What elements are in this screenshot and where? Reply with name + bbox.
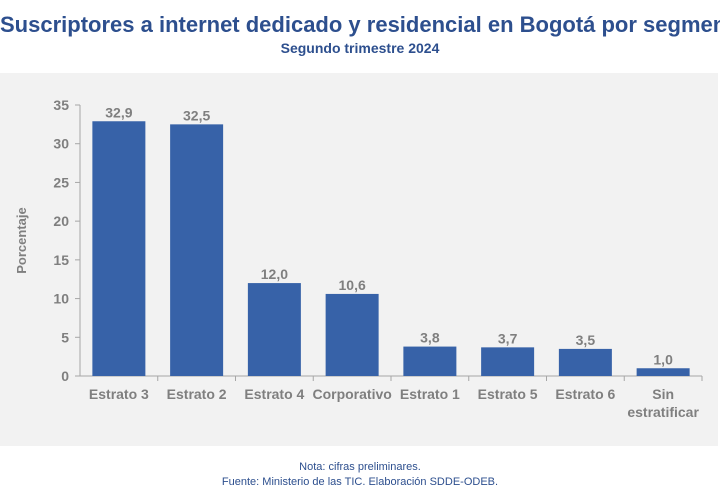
x-tick-label: Estrato 1 <box>400 386 460 402</box>
x-tick-label: Estrato 3 <box>89 386 149 402</box>
data-label: 1,0 <box>653 351 673 367</box>
x-tick-label: Estrato 2 <box>167 386 227 402</box>
chart-title: Suscriptores a internet dedicado y resid… <box>0 12 720 37</box>
bar <box>247 283 301 376</box>
y-tick-label: 20 <box>53 213 69 229</box>
x-tick-label: Estrato 6 <box>555 386 615 402</box>
bar <box>325 293 379 376</box>
y-tick-label: 30 <box>53 136 69 152</box>
data-label: 32,9 <box>105 104 132 120</box>
source-note: Fuente: Ministerio de las TIC. Elaboraci… <box>221 476 499 488</box>
data-label: 3,8 <box>420 330 440 346</box>
data-label: 3,5 <box>576 332 596 348</box>
data-label: 3,7 <box>498 330 518 346</box>
footnote: Nota: cifras preliminares. <box>299 461 421 473</box>
chart-subtitle: Segundo trimestre 2024 <box>280 40 440 56</box>
bar-chart: 0 5 10 15 20 25 30 35 Porcentaje 32,9 Estrato 3 32,… <box>14 97 703 420</box>
bar <box>170 124 224 376</box>
x-tick-label: Sin <box>652 386 674 402</box>
y-tick-label: 0 <box>61 368 69 384</box>
data-label: 10,6 <box>339 277 366 293</box>
bar <box>558 348 612 376</box>
bar <box>481 347 535 376</box>
x-tick-label: Corporativo <box>312 386 391 402</box>
x-tick-label: estratificar <box>627 404 699 420</box>
data-label: 12,0 <box>261 266 288 282</box>
y-axis-title: Porcentaje <box>14 207 29 273</box>
chart-panel: 0 5 10 15 20 25 30 35 Porcentaje 32,9 Estrato 3 32,… <box>0 73 718 446</box>
y-tick-label: 35 <box>53 97 69 113</box>
bar <box>636 368 690 376</box>
x-tick-label: Estrato 5 <box>478 386 538 402</box>
y-tick-label: 5 <box>61 329 69 345</box>
bar <box>92 121 146 376</box>
data-label: 32,5 <box>183 107 210 123</box>
x-tick-label: Estrato 4 <box>244 386 304 402</box>
bar <box>403 346 457 376</box>
y-tick-label: 25 <box>53 174 69 190</box>
y-tick-label: 10 <box>53 291 69 307</box>
y-tick-label: 15 <box>53 252 69 268</box>
